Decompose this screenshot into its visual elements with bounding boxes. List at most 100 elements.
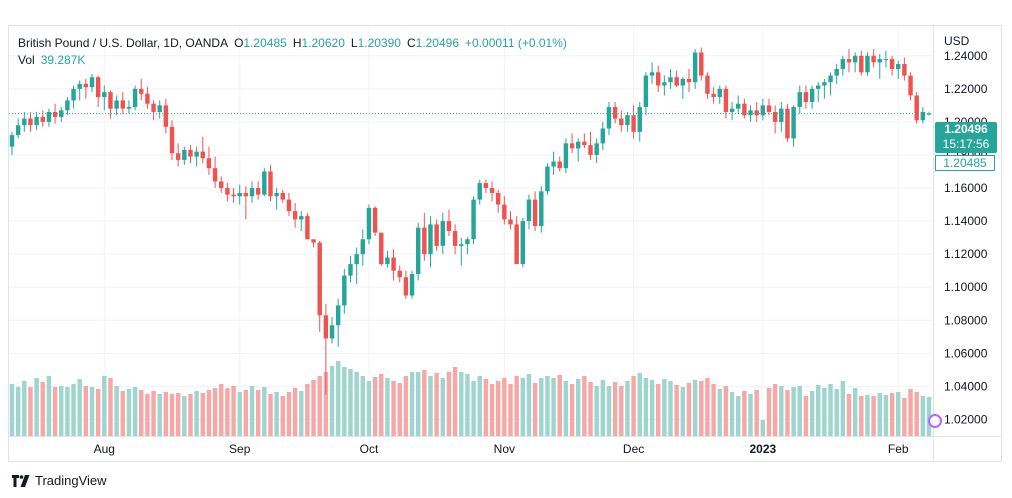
candle-body — [274, 192, 279, 197]
candle-body — [785, 108, 790, 139]
volume-bar — [686, 383, 692, 436]
volume-bar — [46, 376, 52, 436]
volume-bar — [557, 375, 562, 436]
candle-body — [711, 93, 716, 98]
volume-bar — [588, 382, 593, 436]
candle-body — [754, 110, 759, 116]
volume-bar — [366, 381, 372, 436]
scroll-to-realtime-button[interactable] — [928, 414, 942, 428]
candle-body — [791, 107, 796, 139]
time-axis[interactable]: Aug Sep Oct Nov Dec 2023 Feb — [94, 442, 909, 456]
candle-body — [452, 231, 458, 246]
candle-body — [219, 181, 224, 189]
candle-body — [489, 188, 495, 193]
volume-bar — [711, 384, 716, 436]
volume-bar — [471, 381, 476, 436]
candle-body — [748, 110, 753, 116]
candle-body — [237, 192, 242, 197]
volume-bar — [194, 391, 199, 436]
candles — [9, 47, 933, 395]
volume-bar — [323, 372, 329, 436]
candle-body — [705, 75, 710, 94]
candle-body — [877, 59, 882, 63]
volume-bar — [403, 376, 409, 436]
volume-bar — [182, 396, 187, 436]
symbol-title[interactable]: British Pound / U.S. Dollar, 1D, OANDA — [18, 36, 229, 50]
volume-bar — [268, 394, 273, 436]
volume-bar — [908, 389, 913, 436]
volume-bar — [126, 389, 132, 436]
chart-frame — [8, 25, 1002, 462]
candle-body — [483, 183, 489, 189]
candle-body — [668, 77, 673, 83]
volume-bar — [132, 387, 138, 436]
tradingview-logo[interactable]: TradingView — [12, 473, 107, 488]
candle-body — [102, 92, 107, 98]
tradingview-logo-text: TradingView — [35, 473, 107, 488]
candle-body — [348, 264, 353, 276]
candle-body — [89, 77, 95, 88]
candle-body — [225, 188, 230, 195]
candle-body — [366, 207, 372, 240]
candle-body — [582, 141, 587, 146]
volume-bar — [551, 378, 556, 436]
volume-bar — [526, 374, 532, 436]
volume-bar — [600, 380, 606, 436]
volume-bar — [348, 369, 353, 436]
volume-bar — [637, 373, 642, 436]
candle-body — [612, 107, 618, 119]
volume-bar — [465, 374, 470, 436]
candle-body — [360, 239, 366, 255]
volume-bar — [896, 392, 901, 436]
volume-bar — [108, 378, 113, 436]
candle-body — [139, 88, 144, 94]
candle-body — [317, 242, 322, 316]
volume-bar — [200, 393, 206, 436]
volume-bar — [816, 385, 821, 436]
candle-body — [760, 105, 766, 116]
candle-body — [342, 275, 347, 306]
candle-body — [292, 211, 298, 220]
candle-body — [163, 105, 169, 127]
candle-body — [169, 126, 175, 154]
candle-body — [65, 100, 70, 111]
candle-body — [280, 192, 286, 200]
currency-label: USD — [944, 34, 970, 48]
candle-body — [551, 161, 556, 167]
candle-body — [108, 92, 113, 109]
price-tick-label: 1.08000 — [944, 313, 988, 327]
candle-body — [545, 166, 550, 192]
candle-body — [828, 75, 833, 83]
volume-bar — [828, 384, 833, 436]
candle-body — [508, 219, 513, 225]
volume-bar — [28, 387, 33, 436]
candle-body — [797, 92, 802, 108]
candle-body — [680, 78, 686, 86]
candle-body — [477, 183, 482, 200]
candle-body — [779, 108, 784, 122]
volume-bar — [428, 376, 433, 436]
candle-body — [717, 88, 722, 98]
candle-body — [772, 111, 778, 122]
candle-body — [428, 224, 433, 255]
candle-body — [145, 93, 150, 104]
candle-body — [151, 103, 156, 112]
price-tick-label: 1.14000 — [944, 214, 988, 228]
volume-bar — [409, 372, 415, 436]
candle-body — [637, 107, 642, 132]
candle-body — [735, 103, 741, 109]
candle-body — [311, 239, 316, 243]
volume-bar — [397, 383, 402, 436]
volume-bar — [452, 367, 458, 436]
candle-body — [655, 72, 661, 86]
volume-bar — [920, 396, 926, 436]
volume-bar — [852, 388, 858, 436]
volume-bar — [83, 386, 89, 436]
volume-label[interactable]: Vol — [18, 53, 35, 67]
candle-body — [206, 158, 212, 169]
price-axis[interactable]: 1.240001.220001.200001.180001.160001.140… — [944, 34, 988, 426]
volume-bar — [902, 398, 907, 436]
volume-bar — [231, 386, 236, 436]
volume-bar — [311, 380, 316, 436]
